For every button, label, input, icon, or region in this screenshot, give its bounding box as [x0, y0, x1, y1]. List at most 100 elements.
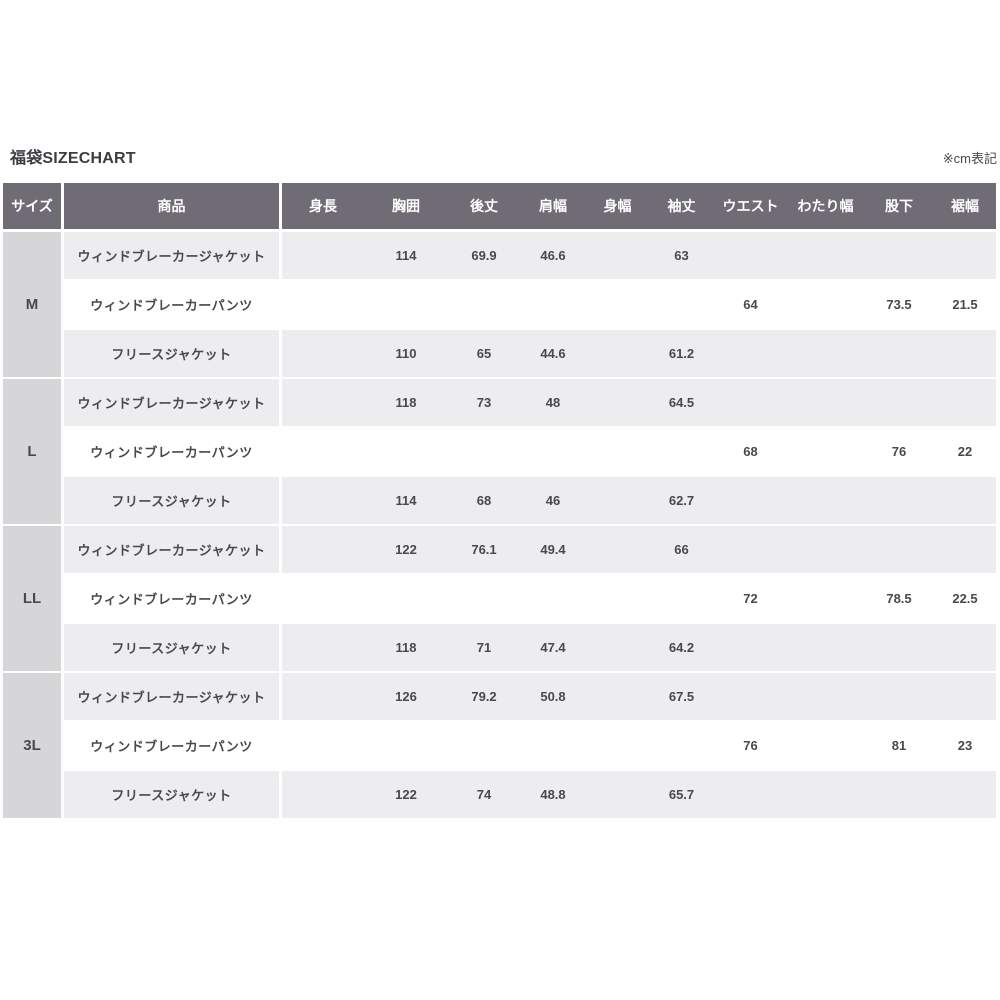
- titlebar: 福袋SIZECHART ※cm表記: [10, 144, 997, 168]
- value-cell-後丈: 65: [448, 330, 520, 379]
- value-cell-胸囲: [364, 281, 448, 330]
- value-cell-ウエスト: [714, 673, 787, 722]
- column-header-3: 胸囲: [364, 183, 448, 232]
- column-header-8: ウエスト: [714, 183, 787, 232]
- value-cell-胸囲: [364, 428, 448, 477]
- value-cell-身長: [282, 232, 364, 281]
- value-cell-後丈: 68: [448, 477, 520, 526]
- value-cell-肩幅: 48: [520, 379, 586, 428]
- value-cell-胸囲: 118: [364, 624, 448, 673]
- value-cell-後丈: 76.1: [448, 526, 520, 575]
- value-cell-袖丈: [649, 428, 714, 477]
- value-cell-わたり幅: [787, 722, 864, 771]
- value-cell-股下: 78.5: [864, 575, 934, 624]
- column-header-7: 袖丈: [649, 183, 714, 232]
- value-cell-ウエスト: [714, 477, 787, 526]
- table-row: M ウィンドブレーカージャケット 114 69.9 46.6 63: [3, 232, 996, 379]
- value-cell-股下: [864, 477, 934, 526]
- value-cell-後丈: 71: [448, 624, 520, 673]
- table-row: ウィンドブレーカーパンツ 68 76 22: [3, 428, 996, 477]
- column-header-5: 肩幅: [520, 183, 586, 232]
- value-cell-ウエスト: [714, 624, 787, 673]
- value-cell-身幅: [586, 526, 649, 575]
- value-cell-わたり幅: [787, 771, 864, 820]
- table-row: ウィンドブレーカーパンツ 76 81 23: [3, 722, 996, 771]
- size-cell: M: [3, 232, 64, 379]
- value-cell-身幅: [586, 575, 649, 624]
- value-cell-裾幅: [934, 232, 996, 281]
- table-row: フリースジャケット 122 74 48.8 65.7: [3, 771, 996, 820]
- value-cell-裾幅: [934, 526, 996, 575]
- value-cell-股下: [864, 526, 934, 575]
- value-cell-袖丈: 61.2: [649, 330, 714, 379]
- value-cell-身幅: [586, 330, 649, 379]
- value-cell-袖丈: 66: [649, 526, 714, 575]
- column-header-10: 股下: [864, 183, 934, 232]
- size-cell: 3L: [3, 673, 64, 820]
- column-header-6: 身幅: [586, 183, 649, 232]
- value-cell-身長: [282, 722, 364, 771]
- value-cell-股下: 76: [864, 428, 934, 477]
- size-chart-table: サイズ 商品 身長 胸囲 後丈 肩幅 身幅 袖丈 ウエスト わたり幅 股下 裾幅 M ウィンドブレーカー…: [3, 183, 996, 820]
- value-cell-身幅: [586, 281, 649, 330]
- value-cell-胸囲: [364, 722, 448, 771]
- value-cell-裾幅: [934, 673, 996, 722]
- value-cell-裾幅: [934, 624, 996, 673]
- product-cell: ウィンドブレーカーパンツ: [64, 722, 282, 771]
- product-cell: ウィンドブレーカーパンツ: [64, 575, 282, 624]
- product-cell: ウィンドブレーカーパンツ: [64, 428, 282, 477]
- value-cell-股下: [864, 673, 934, 722]
- product-cell: ウィンドブレーカージャケット: [64, 673, 282, 722]
- table-row: LL ウィンドブレーカージャケット 122 76.1 49.4 66: [3, 526, 996, 673]
- value-cell-ウエスト: 72: [714, 575, 787, 624]
- value-cell-袖丈: 67.5: [649, 673, 714, 722]
- value-cell-胸囲: 122: [364, 771, 448, 820]
- table-row: ウィンドブレーカーパンツ 64 73.5 21.5: [3, 281, 996, 330]
- unit-note: ※cm表記: [942, 151, 997, 166]
- value-cell-わたり幅: [787, 575, 864, 624]
- value-cell-袖丈: [649, 281, 714, 330]
- value-cell-後丈: 79.2: [448, 673, 520, 722]
- value-cell-肩幅: [520, 281, 586, 330]
- table-row: フリースジャケット 118 71 47.4 64.2: [3, 624, 996, 673]
- value-cell-身幅: [586, 673, 649, 722]
- value-cell-わたり幅: [787, 379, 864, 428]
- column-header-9: わたり幅: [787, 183, 864, 232]
- value-cell-袖丈: 62.7: [649, 477, 714, 526]
- value-cell-裾幅: 22: [934, 428, 996, 477]
- value-cell-身長: [282, 624, 364, 673]
- value-cell-股下: [864, 771, 934, 820]
- value-cell-身幅: [586, 477, 649, 526]
- value-cell-身長: [282, 428, 364, 477]
- value-cell-身長: [282, 673, 364, 722]
- value-cell-裾幅: [934, 379, 996, 428]
- value-cell-肩幅: [520, 722, 586, 771]
- column-header-2: 身長: [282, 183, 364, 232]
- value-cell-後丈: [448, 722, 520, 771]
- value-cell-わたり幅: [787, 477, 864, 526]
- value-cell-ウエスト: [714, 232, 787, 281]
- column-header-11: 裾幅: [934, 183, 996, 232]
- value-cell-肩幅: [520, 428, 586, 477]
- product-cell: ウィンドブレーカージャケット: [64, 379, 282, 428]
- value-cell-身長: [282, 526, 364, 575]
- value-cell-胸囲: 118: [364, 379, 448, 428]
- value-cell-股下: [864, 232, 934, 281]
- column-header-0: サイズ: [3, 183, 64, 232]
- value-cell-裾幅: [934, 771, 996, 820]
- product-cell: フリースジャケット: [64, 330, 282, 379]
- value-cell-肩幅: 48.8: [520, 771, 586, 820]
- column-header-1: 商品: [64, 183, 282, 232]
- product-cell: ウィンドブレーカーパンツ: [64, 281, 282, 330]
- value-cell-肩幅: [520, 575, 586, 624]
- value-cell-後丈: 69.9: [448, 232, 520, 281]
- value-cell-わたり幅: [787, 526, 864, 575]
- page-title: 福袋SIZECHART: [10, 150, 136, 167]
- value-cell-後丈: [448, 575, 520, 624]
- value-cell-股下: [864, 624, 934, 673]
- value-cell-肩幅: 46: [520, 477, 586, 526]
- value-cell-袖丈: 64.2: [649, 624, 714, 673]
- value-cell-袖丈: 64.5: [649, 379, 714, 428]
- value-cell-身幅: [586, 379, 649, 428]
